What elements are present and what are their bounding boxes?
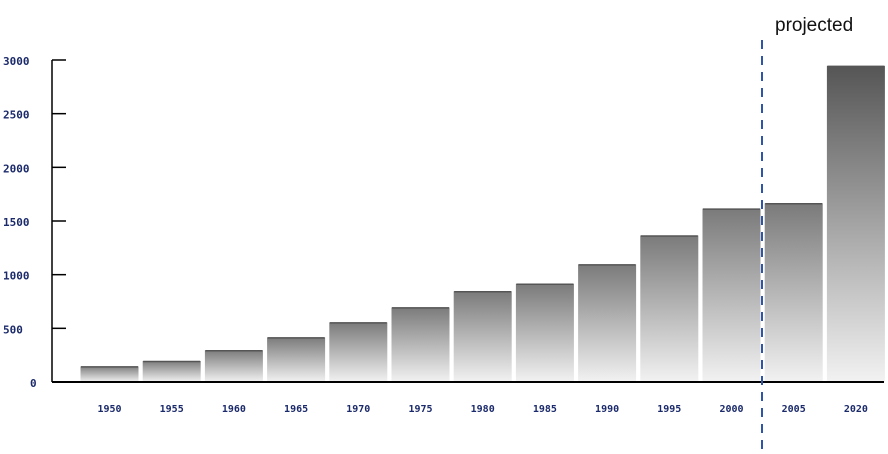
x-tick-label: 1965: [284, 404, 308, 415]
bar-1980: [452, 290, 513, 383]
y-tick-label: 1000: [3, 270, 30, 283]
bar-1995: [639, 234, 700, 383]
x-tick-label: 2020: [844, 404, 868, 415]
y-tick-label: 0: [30, 377, 37, 390]
x-tick-label: 1955: [160, 404, 184, 415]
projected-annotation: projected: [775, 15, 853, 36]
y-tick-label: 3000: [3, 55, 30, 68]
x-tick-label: 1985: [533, 404, 557, 415]
bar-2000: [701, 207, 762, 383]
bar-1990: [577, 263, 638, 383]
x-tick-label: 1970: [346, 404, 370, 415]
x-tick-label: 2000: [719, 404, 743, 415]
y-tick-label: 500: [3, 323, 23, 336]
x-tick-label: 1995: [657, 404, 681, 415]
bars-group: [79, 64, 886, 383]
bar-2020: [825, 64, 886, 383]
x-tick-label: 1960: [222, 404, 246, 415]
bar-1960: [203, 349, 264, 383]
y-axis: 0 500 1000 1500 2000 2500 3000: [3, 55, 66, 390]
x-tick-label: 1950: [97, 404, 121, 415]
bar-1975: [390, 306, 451, 383]
y-tick-label: 1500: [3, 216, 30, 229]
x-axis: 1950 1955 1960 1965 1970 1975 1980 1985 1990 1995…: [52, 381, 884, 415]
bar-1985: [514, 282, 575, 383]
bar-1950: [79, 365, 140, 383]
x-tick-label: 1980: [471, 404, 495, 415]
x-tick-label: 1990: [595, 404, 619, 415]
bar-1965: [266, 336, 327, 383]
x-tick-label: 1975: [408, 404, 432, 415]
bar-1970: [328, 321, 389, 383]
bar-1955: [141, 360, 202, 383]
bar-2005: [763, 202, 824, 383]
y-tick-label: 2000: [3, 162, 30, 175]
x-tick-label: 2005: [782, 404, 806, 415]
y-tick-label: 2500: [3, 109, 30, 122]
